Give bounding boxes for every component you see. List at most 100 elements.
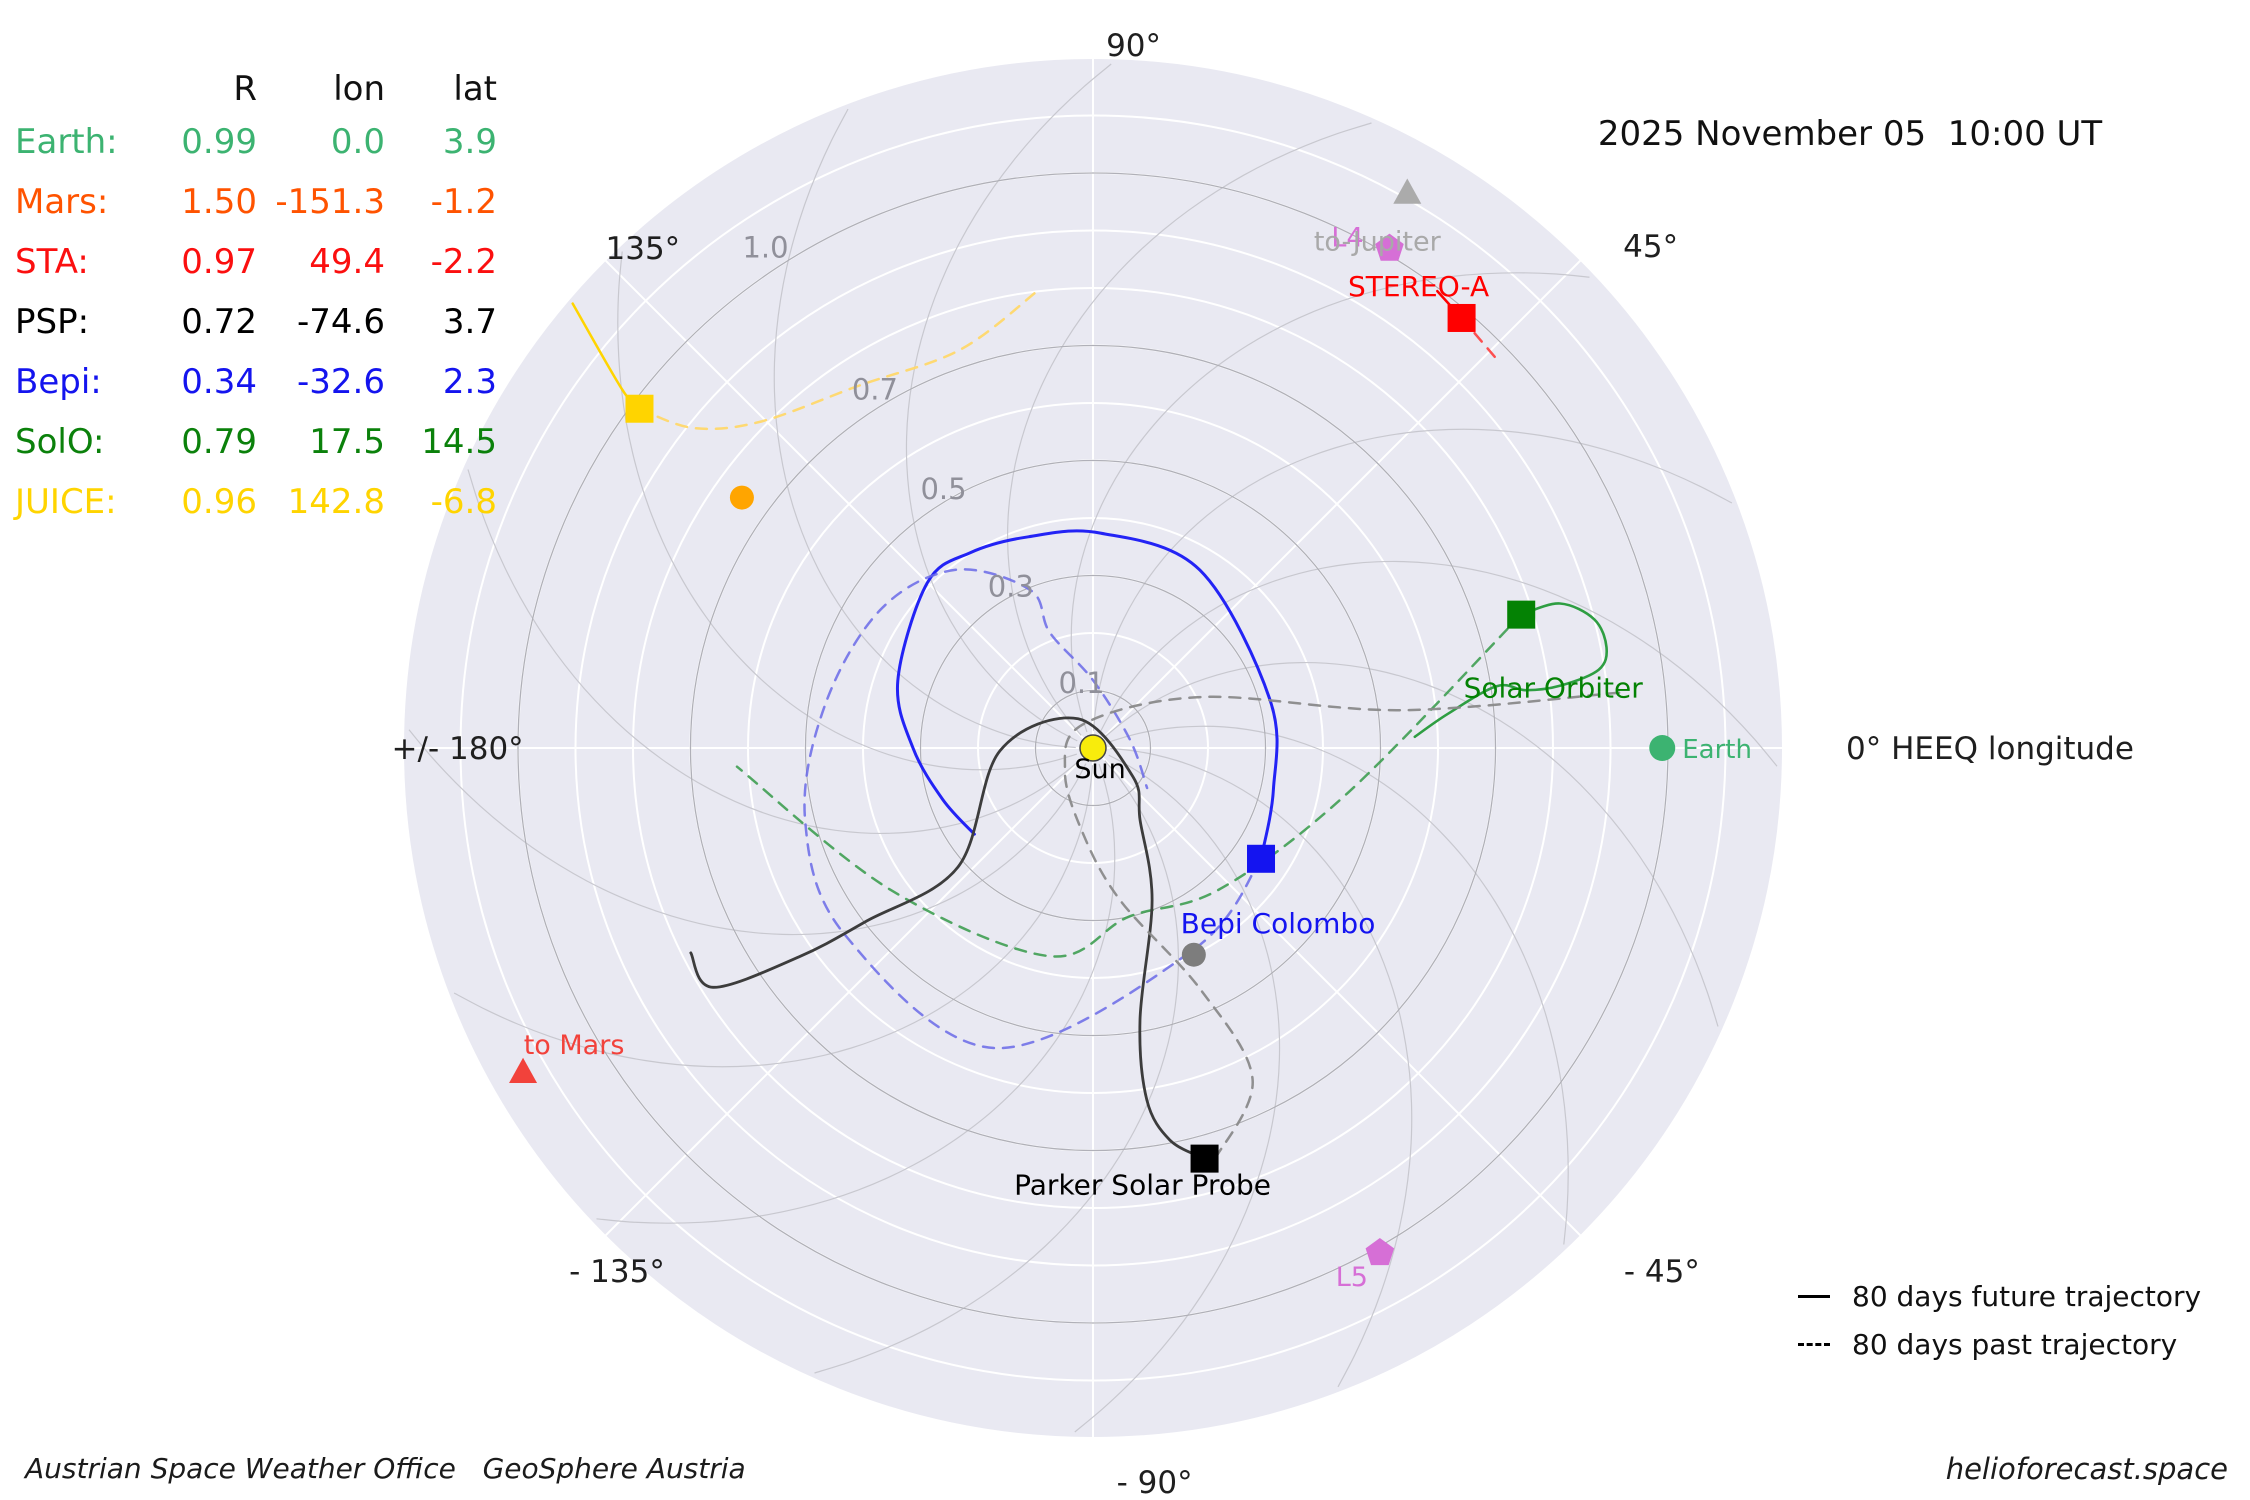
table-cell: Earth: <box>15 122 118 162</box>
legend-label: 80 days past trajectory <box>1852 1327 2178 1361</box>
l5-marker <box>1365 1237 1395 1266</box>
table-row: JUICE: 0.96 142.8 -6.8 <box>15 472 497 532</box>
table-cell: STA: <box>15 242 89 282</box>
legend-label: 80 days future trajectory <box>1852 1279 2202 1313</box>
stereo-a-marker <box>1447 303 1476 332</box>
trajectory-legend: 80 days future trajectory 80 days past t… <box>1798 1272 2201 1368</box>
solo-future-trajectory <box>1413 602 1608 739</box>
table-cell: 0.72 <box>181 302 257 342</box>
column-header: lon <box>333 69 385 109</box>
psp-future-trajectory <box>689 716 1206 1160</box>
r-tick-circle <box>689 344 1497 1152</box>
psp-label: Parker Solar Probe <box>1014 1169 1271 1202</box>
solo-marker <box>1507 600 1536 629</box>
legend-item-future: 80 days future trajectory <box>1798 1272 2201 1320</box>
to-jupiter-label: to-Jupiter <box>1314 226 1442 257</box>
bepi-future-trajectory <box>895 529 1279 861</box>
table-row: Mars: 1.50 -151.3 -1.2 <box>15 172 497 232</box>
parker-spiral <box>1105 661 1719 1027</box>
table-cell: -32.6 <box>297 362 385 402</box>
psp-marker <box>1190 1144 1219 1173</box>
r-tick-circle <box>1034 689 1152 807</box>
parker-spiral <box>1006 122 1372 736</box>
table-cell: -1.2 <box>430 182 497 222</box>
parker-spiral <box>905 63 1112 742</box>
parker-spiral <box>1108 725 1569 1245</box>
solo-label: Solar Orbiter <box>1464 672 1644 705</box>
r-tick-label-0.3: 0.3 <box>988 570 1034 604</box>
to-jupiter-marker <box>1393 178 1422 204</box>
table-cell: 0.97 <box>181 242 257 282</box>
bepi-marker <box>1247 844 1276 873</box>
column-header: R <box>233 69 257 109</box>
table-cell: 0.79 <box>181 422 257 462</box>
psp-past-trajectory <box>1063 691 1621 1161</box>
juice-past-trajectory <box>638 290 1039 431</box>
plot-datetime: 2025 November 05 10:00 UT <box>1597 114 2103 154</box>
solid-line-icon <box>1798 1294 1830 1298</box>
r-tick-label-0.1: 0.1 <box>1058 666 1104 700</box>
lon-tick-label: 0° HEEQ longitude <box>1846 731 2134 767</box>
table-row: PSP: 0.72 -74.6 3.7 <box>15 292 497 352</box>
table-cell: 0.0 <box>330 122 385 162</box>
table-cell: SolO: <box>15 422 105 462</box>
bepi-past-trajectory <box>803 568 1263 1050</box>
dashed-line-icon <box>1798 1342 1830 1346</box>
r-tick-label-0.5: 0.5 <box>920 472 966 506</box>
solo-past-trajectory <box>735 613 1523 958</box>
table-cell: 49.4 <box>309 242 385 282</box>
parker-spiral <box>1092 428 1733 731</box>
juice-marker <box>625 394 654 423</box>
venus-marker <box>729 485 754 510</box>
table-cell: 2.3 <box>442 362 497 402</box>
parker-spiral <box>467 469 1081 835</box>
l4-marker <box>1375 233 1404 261</box>
lon-tick-label: - 90° <box>1117 1465 1193 1500</box>
table-cell: 142.8 <box>287 482 385 522</box>
table-row: Bepi: 0.34 -32.6 2.3 <box>15 352 497 412</box>
sun-label: Sun <box>1074 754 1125 785</box>
earth-marker <box>1649 735 1676 761</box>
column-header: lat <box>453 69 497 109</box>
mercury-marker <box>1181 942 1206 967</box>
l4-label: L4 <box>1331 223 1363 254</box>
parker-spiral <box>773 108 1076 749</box>
stereo-a-label: STEREO-A <box>1348 270 1489 303</box>
column-header <box>15 66 167 112</box>
parker-spiral <box>596 763 1116 1224</box>
earth-label: Earth <box>1682 735 1752 765</box>
r-tick-circle <box>804 459 1382 1037</box>
to-mars-marker <box>509 1057 538 1083</box>
table-cell: -151.3 <box>275 182 385 222</box>
table-row: STA: 0.97 49.4 -2.2 <box>15 232 497 292</box>
table-cell: JUICE: <box>15 482 117 522</box>
lon-tick-label: +/- 180° <box>392 731 524 767</box>
table-cell: 3.9 <box>442 122 497 162</box>
table-cell: PSP: <box>15 302 90 342</box>
table-cell: 3.7 <box>442 302 497 342</box>
parker-spiral <box>814 760 1180 1374</box>
parker-spiral <box>1070 272 1590 733</box>
table-cell: 0.96 <box>181 482 257 522</box>
table-cell: 17.5 <box>309 422 385 462</box>
sun-marker <box>1079 734 1107 762</box>
r-tick-label-1.0: 1.0 <box>742 231 788 265</box>
parker-spiral <box>453 765 1094 1068</box>
parker-spiral <box>1110 747 1413 1388</box>
legend-item-past: 80 days past trajectory <box>1798 1320 2201 1368</box>
table-cell: 0.99 <box>181 122 257 162</box>
table-cell: -6.8 <box>430 482 497 522</box>
parker-spiral <box>408 729 1087 936</box>
table-row: Earth: 0.99 0.0 3.9 <box>15 112 497 172</box>
table-cell: Bepi: <box>15 362 102 402</box>
lon-tick-label: 90° <box>1106 28 1161 64</box>
table-cell: -2.2 <box>430 242 497 282</box>
table-cell: Mars: <box>15 182 109 222</box>
table-cell: 1.50 <box>181 182 257 222</box>
website-text: helioforecast.space <box>1945 1452 2228 1486</box>
lon-tick-label: 135° <box>606 231 681 267</box>
table-cell: -74.6 <box>297 302 385 342</box>
